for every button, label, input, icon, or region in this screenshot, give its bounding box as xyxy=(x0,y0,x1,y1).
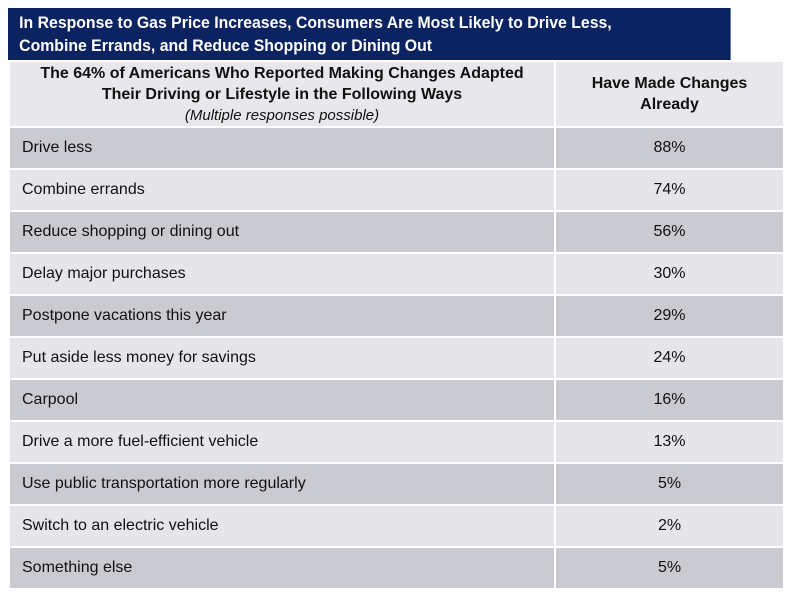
results-table: The 64% of Americans Who Reported Making… xyxy=(8,60,785,590)
row-label: Switch to an electric vehicle xyxy=(8,504,556,548)
row-label: Drive a more fuel-efficient vehicle xyxy=(8,420,556,464)
table-title: In Response to Gas Price Increases, Cons… xyxy=(8,8,731,60)
header-changes: The 64% of Americans Who Reported Making… xyxy=(8,60,556,128)
title-line: In Response to Gas Price Increases, Cons… xyxy=(19,13,612,32)
table-row: Postpone vacations this year 29% xyxy=(8,294,785,338)
header-line: Their Driving or Lifestyle in the Follow… xyxy=(101,85,463,103)
header-line: The 64% of Americans Who Reported Making… xyxy=(40,64,524,82)
row-value: 5% xyxy=(554,546,785,590)
row-value: 88% xyxy=(554,126,785,170)
table-row: Use public transportation more regularly… xyxy=(8,462,785,506)
row-value: 2% xyxy=(554,504,785,548)
row-value: 29% xyxy=(554,294,785,338)
table-row: Combine errands 74% xyxy=(8,168,785,212)
row-label: Reduce shopping or dining out xyxy=(8,210,556,254)
row-value: 56% xyxy=(554,210,785,254)
table-row: Reduce shopping or dining out 56% xyxy=(8,210,785,254)
row-label: Use public transportation more regularly xyxy=(8,462,556,506)
title-line: Combine Errands, and Reduce Shopping or … xyxy=(19,36,432,55)
table-row: Drive a more fuel-efficient vehicle 13% xyxy=(8,420,785,464)
table-row: Switch to an electric vehicle 2% xyxy=(8,504,785,548)
row-label: Carpool xyxy=(8,378,556,422)
row-label: Put aside less money for savings xyxy=(8,336,556,380)
row-value: 24% xyxy=(554,336,785,380)
header-made-changes: Have Made Changes Already xyxy=(554,60,785,128)
header-note: (Multiple responses possible) xyxy=(184,106,380,124)
header-line: Have Made Changes xyxy=(591,75,748,92)
row-label: Combine errands xyxy=(8,168,556,212)
table-row: Carpool 16% xyxy=(8,378,785,422)
table-row: Put aside less money for savings 24% xyxy=(8,336,785,380)
row-label: Delay major purchases xyxy=(8,252,556,296)
header-line: Already xyxy=(640,96,699,113)
row-value: 74% xyxy=(554,168,785,212)
row-value: 30% xyxy=(554,252,785,296)
row-label: Drive less xyxy=(8,126,556,170)
row-label: Postpone vacations this year xyxy=(8,294,556,338)
row-value: 13% xyxy=(554,420,785,464)
row-label: Something else xyxy=(8,546,556,590)
table-row: Something else 5% xyxy=(8,546,785,590)
row-value: 5% xyxy=(554,462,785,506)
table-row: Delay major purchases 30% xyxy=(8,252,785,296)
row-value: 16% xyxy=(554,378,785,422)
table-row: Drive less 88% xyxy=(8,126,785,170)
